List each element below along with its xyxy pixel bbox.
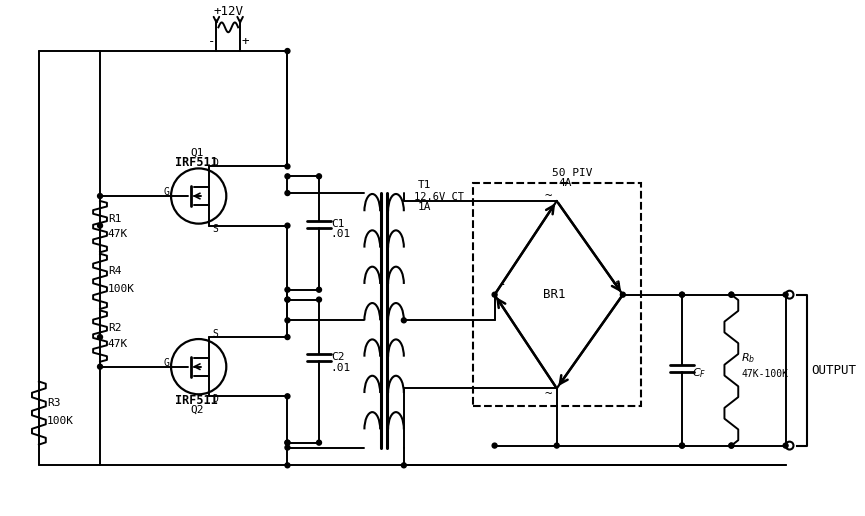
Text: S: S [213,329,218,339]
Text: G: G [163,187,169,197]
Circle shape [285,445,290,450]
Text: R4: R4 [108,266,121,277]
Circle shape [783,443,788,448]
Text: .01: .01 [330,230,351,239]
Circle shape [285,297,290,302]
Circle shape [492,443,497,448]
Circle shape [98,334,102,340]
Text: IRF511: IRF511 [176,156,218,169]
Circle shape [620,292,625,297]
Circle shape [680,292,684,297]
Text: -: - [498,278,506,292]
Text: +: + [241,35,249,47]
Circle shape [285,49,290,54]
Text: $C_F$: $C_F$ [692,366,706,380]
Text: 12.6V CT: 12.6V CT [413,192,464,202]
Circle shape [317,174,322,179]
Circle shape [285,440,290,445]
Circle shape [285,164,290,169]
Circle shape [285,297,290,302]
Text: Q2: Q2 [190,405,203,415]
Text: .01: .01 [330,363,351,373]
Text: 100K: 100K [47,416,74,426]
Circle shape [317,287,322,292]
Circle shape [729,292,734,297]
Text: 47K-100K: 47K-100K [741,369,788,379]
Text: T1: T1 [418,180,431,190]
Text: ~: ~ [545,189,553,202]
Text: OUTPUT: OUTPUT [811,364,856,377]
Text: IRF511: IRF511 [176,394,218,407]
Text: Q1: Q1 [190,148,203,157]
Circle shape [680,443,684,448]
Circle shape [285,287,290,292]
Text: D: D [213,394,218,404]
Circle shape [680,443,684,448]
Text: S: S [213,223,218,234]
Text: G: G [163,358,169,368]
Circle shape [729,292,734,297]
Text: BR1: BR1 [542,288,565,301]
Circle shape [680,292,684,297]
Circle shape [98,223,102,228]
Text: -: - [208,35,215,47]
Circle shape [401,463,407,468]
Circle shape [98,364,102,369]
Text: C1: C1 [330,219,344,229]
Text: 4A: 4A [559,178,573,188]
Text: R1: R1 [108,214,121,224]
Text: 1A: 1A [418,202,431,212]
Text: 47K: 47K [108,339,128,349]
Text: R2: R2 [108,323,121,333]
Circle shape [285,334,290,340]
Circle shape [729,443,734,448]
Circle shape [285,394,290,399]
Circle shape [98,194,102,199]
Circle shape [285,223,290,228]
Circle shape [554,443,559,448]
Text: D: D [213,158,218,168]
Circle shape [285,440,290,445]
Text: ~: ~ [545,387,553,400]
Circle shape [285,463,290,468]
Circle shape [317,440,322,445]
Text: 50 PIV: 50 PIV [552,168,593,179]
Circle shape [729,443,734,448]
Text: +: + [613,278,620,292]
Circle shape [285,190,290,196]
Text: +12V: +12V [214,5,243,18]
Circle shape [317,297,322,302]
Text: R3: R3 [47,398,61,408]
Text: C2: C2 [330,352,344,362]
Text: 100K: 100K [108,284,135,294]
Text: $R_b$: $R_b$ [741,351,755,365]
Text: 47K: 47K [108,230,128,239]
Circle shape [285,174,290,179]
Circle shape [492,292,497,297]
Circle shape [783,292,788,297]
Circle shape [401,318,407,323]
Circle shape [285,318,290,323]
